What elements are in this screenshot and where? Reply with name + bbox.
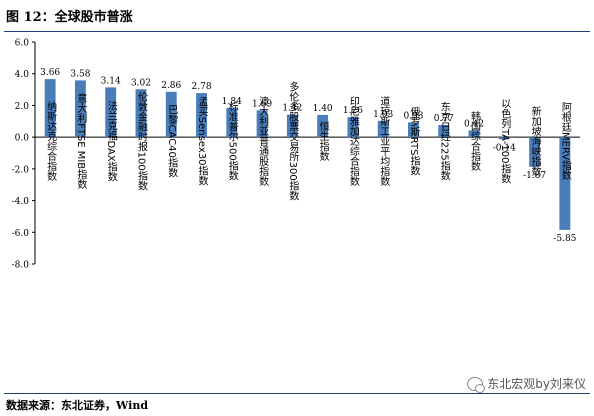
data-label: -5.85 bbox=[553, 234, 576, 244]
category-label: 标准普尔500指数 bbox=[226, 101, 238, 181]
category-label: 伦敦金融时报100指数 bbox=[135, 90, 147, 191]
y-tick-label: 6.0 bbox=[15, 39, 30, 49]
data-label: -1.87 bbox=[523, 171, 546, 181]
bar bbox=[559, 137, 571, 230]
y-tick-label: -4.0 bbox=[12, 197, 30, 207]
data-label: 1.40 bbox=[313, 104, 333, 114]
bar bbox=[135, 89, 147, 138]
watermark: 东北宏观by刘来仪 bbox=[467, 375, 586, 393]
category-label: 阿根廷MERV指数 bbox=[559, 102, 571, 181]
category-label: 巴黎CAC40指数 bbox=[166, 104, 178, 178]
y-tick-label: 4.0 bbox=[15, 70, 30, 80]
wechat-icon bbox=[467, 376, 486, 393]
bar bbox=[226, 107, 238, 138]
category-label: 纳斯达克综合指数 bbox=[45, 100, 57, 182]
category-label: 俄罗斯RTS指数 bbox=[408, 107, 420, 177]
bar bbox=[468, 130, 480, 138]
data-label: 1.69 bbox=[252, 99, 272, 109]
bar bbox=[377, 120, 389, 138]
data-label: 3.14 bbox=[101, 76, 121, 86]
category-label: 东京日经225指数 bbox=[438, 100, 450, 181]
data-label: 3.58 bbox=[70, 69, 90, 79]
bar bbox=[165, 91, 177, 138]
data-label: 1.42 bbox=[282, 104, 302, 114]
source-divider bbox=[4, 393, 590, 394]
category-label: 法兰克福DAX指数 bbox=[105, 99, 117, 182]
bar bbox=[498, 137, 510, 140]
bar bbox=[347, 117, 359, 138]
bar bbox=[105, 87, 117, 138]
data-label: 1.03 bbox=[373, 110, 393, 120]
data-label: 3.66 bbox=[40, 68, 60, 78]
category-label: 以色列TA-100指数 bbox=[499, 99, 511, 184]
figure-title: 图 12：全球股市普涨 bbox=[6, 10, 133, 25]
bar-chart: 6.0 4.0 2.0 0.0 -2.0 -4.0 -6.0 -8.0 3.66 纳斯达克综合指数… bbox=[12, 39, 580, 271]
bar bbox=[196, 93, 207, 138]
category-label: 恒生指数 bbox=[317, 120, 329, 162]
data-label: 1.84 bbox=[222, 97, 242, 107]
bar bbox=[529, 137, 541, 167]
bar bbox=[44, 79, 56, 138]
y-tick-label: 2.0 bbox=[15, 102, 30, 112]
source-note: 数据来源：东北证券，Wind bbox=[6, 399, 149, 412]
y-tick-label: -2.0 bbox=[12, 165, 30, 175]
category-label: 韩国综合指数 bbox=[469, 110, 481, 172]
bar bbox=[286, 114, 298, 138]
title-divider bbox=[4, 31, 590, 32]
y-tick-label: 0.0 bbox=[15, 134, 30, 144]
data-label: 0.42 bbox=[464, 119, 484, 129]
data-label: 2.86 bbox=[161, 81, 181, 91]
data-label: 0.77 bbox=[434, 114, 454, 124]
y-tick-label: -8.0 bbox=[12, 261, 30, 271]
category-label: 道琼斯工业平均指数 bbox=[378, 95, 390, 187]
y-tick-label: -6.0 bbox=[12, 229, 30, 239]
category-label: 新加坡海峡指数 bbox=[529, 105, 541, 177]
data-label: 1.26 bbox=[343, 106, 363, 116]
category-label: 孟买Sensex30指数 bbox=[196, 97, 208, 187]
bar bbox=[256, 110, 268, 138]
category-label: 澳大利亚普通股指数 bbox=[257, 95, 269, 187]
data-label: 2.78 bbox=[192, 82, 212, 92]
figure-header: 图 12：全球股市普涨 bbox=[4, 4, 590, 32]
data-label: 3.02 bbox=[131, 78, 151, 88]
watermark-text: 东北宏观by刘来仪 bbox=[487, 377, 586, 391]
bar bbox=[317, 114, 329, 138]
category-label: 意大利FTSE MIB指数 bbox=[75, 92, 87, 190]
data-label: -0.14 bbox=[493, 143, 516, 153]
bar bbox=[408, 122, 419, 138]
category-label: 印尼雅加达综合指数 bbox=[347, 96, 359, 187]
bar bbox=[438, 124, 450, 138]
data-label: 0.93 bbox=[403, 111, 423, 121]
category-label: 多伦多股票交易所300指数 bbox=[287, 80, 299, 201]
bar bbox=[74, 80, 86, 138]
